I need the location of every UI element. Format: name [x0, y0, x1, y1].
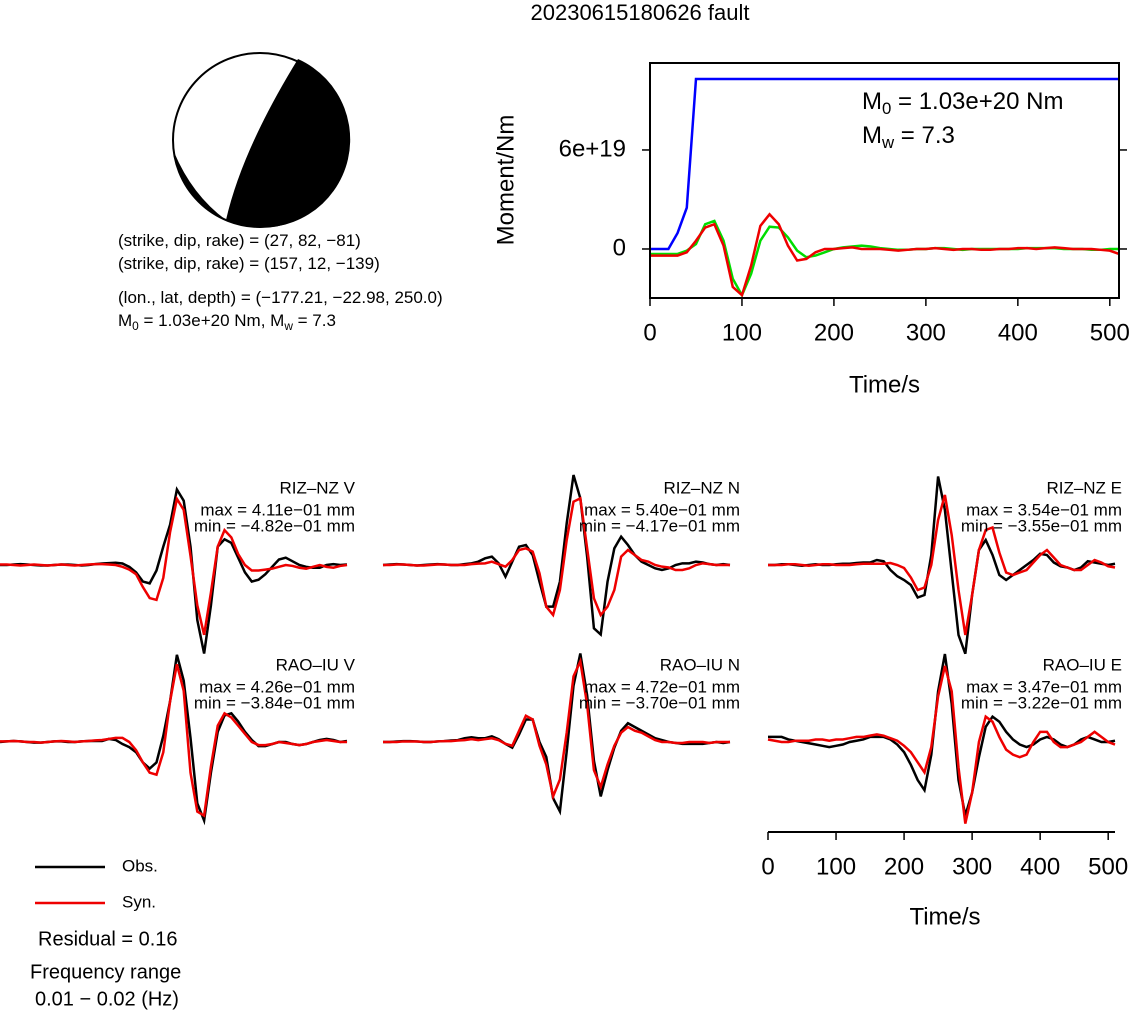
text-segment: (lon., lat, depth) = (−177.21, −22.98, 2… — [118, 288, 443, 307]
x-tick-label: 300 — [906, 319, 946, 346]
max-label: max = 4.11e−01 mm — [200, 500, 355, 519]
min-label: min = −3.22e−01 mm — [961, 693, 1122, 712]
y-tick-label: 0 — [613, 234, 626, 261]
x-tick-label: 0 — [761, 853, 774, 880]
mechanism-line: (lon., lat, depth) = (−177.21, −22.98, 2… — [118, 288, 443, 307]
station-label: RIZ–NZ N — [664, 478, 741, 497]
x-tick-label: 200 — [884, 853, 924, 880]
y-tick-label: 6e+19 — [559, 135, 626, 162]
text-segment: = 7.3 — [894, 122, 955, 149]
max-label: max = 3.54e−01 mm — [966, 500, 1122, 519]
x-tick-label: 0 — [643, 319, 656, 346]
beachball-compression — [226, 59, 351, 228]
synthetic-trace — [0, 663, 347, 818]
min-label: min = −3.55e−01 mm — [961, 516, 1122, 535]
observed-trace — [768, 653, 1116, 816]
max-label: max = 5.40e−01 mm — [584, 500, 740, 519]
frequency-value: 0.01 − 0.02 (Hz) — [35, 988, 179, 1010]
x-tick-label: 500 — [1090, 319, 1130, 346]
frequency-label: Frequency range — [30, 961, 181, 983]
subscript: w — [283, 319, 293, 333]
text-segment: (strike, dip, rake) = (157, 12, −139) — [118, 254, 380, 273]
x-tick-label: 100 — [722, 319, 762, 346]
subscript: w — [881, 134, 895, 153]
max-label: max = 4.26e−01 mm — [199, 677, 355, 696]
text-segment: M — [118, 311, 132, 330]
text-segment: = 7.3 — [293, 311, 336, 330]
beachball — [172, 52, 351, 228]
station-label: RIZ–NZ V — [279, 478, 355, 497]
synthetic-trace — [768, 494, 1116, 636]
x-tick-label: 100 — [816, 853, 856, 880]
legend-label: Syn. — [122, 892, 156, 911]
max-label: max = 4.72e−01 mm — [584, 677, 740, 696]
max-label: max = 3.47e−01 mm — [966, 677, 1122, 696]
station-label: RAO–IU N — [660, 655, 740, 674]
min-label: min = −3.84e−01 mm — [194, 693, 355, 712]
text-segment: = 1.03e+20 Nm — [891, 88, 1063, 115]
x-tick-label: 400 — [1020, 853, 1060, 880]
x-axis-label: Time/s — [909, 903, 980, 930]
x-tick-label: 200 — [814, 319, 854, 346]
subscript: 0 — [882, 100, 891, 119]
synthetic-trace — [383, 496, 730, 618]
residual: Residual = 0.16 — [38, 928, 178, 950]
legend-label: Obs. — [122, 856, 158, 875]
station-label: RAO–IU E — [1043, 655, 1122, 674]
text-segment: M — [862, 88, 882, 115]
station-label: RAO–IU V — [276, 655, 356, 674]
min-label: min = −4.82e−01 mm — [194, 516, 355, 535]
mechanism-line: M0 = 1.03e+20 Nm, Mw = 7.3 — [118, 311, 336, 333]
subscript: 0 — [132, 319, 139, 333]
text-segment: (strike, dip, rake) = (27, 82, −81) — [118, 231, 361, 250]
mechanism-line: (strike, dip, rake) = (27, 82, −81) — [118, 231, 361, 250]
x-tick-label: 300 — [952, 853, 992, 880]
min-label: min = −3.70e−01 mm — [579, 693, 740, 712]
synthetic-trace — [0, 495, 348, 636]
y-axis-label: Moment/Nm — [492, 115, 519, 246]
text-segment: = 1.03e+20 Nm, M — [139, 311, 285, 330]
x-tick-label: 500 — [1088, 853, 1128, 880]
min-label: min = −4.17e−01 mm — [579, 516, 740, 535]
annotation: Mw = 7.3 — [862, 122, 955, 152]
figure-title: 20230615180626 fault — [531, 0, 750, 25]
synthetic-trace — [383, 657, 730, 801]
synthetic-trace — [767, 665, 1116, 824]
series-line — [650, 219, 1119, 299]
mechanism-line: (strike, dip, rake) = (157, 12, −139) — [118, 254, 380, 273]
observed-trace — [382, 474, 731, 638]
series-line — [650, 212, 1120, 298]
plot-frame — [649, 62, 1120, 299]
annotation: M0 = 1.03e+20 Nm — [862, 88, 1063, 118]
series-line — [650, 77, 1119, 251]
station-label: RIZ–NZ E — [1046, 478, 1122, 497]
text-segment: M — [862, 122, 882, 149]
x-axis-label: Time/s — [849, 371, 920, 398]
x-tick-label: 400 — [998, 319, 1038, 346]
